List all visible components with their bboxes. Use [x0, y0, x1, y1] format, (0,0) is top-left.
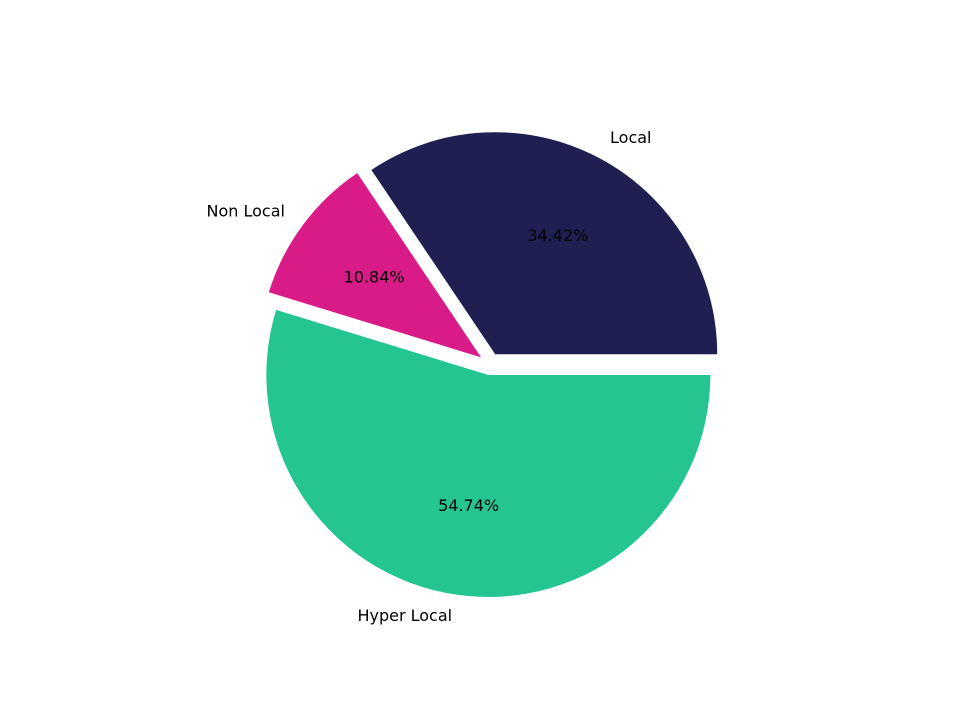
pie-slice — [268, 173, 482, 358]
value-label: 54.74% — [438, 496, 499, 515]
slice-label: Non Local — [207, 201, 285, 220]
slice-label: Hyper Local — [357, 606, 452, 625]
pie-slice — [266, 309, 711, 597]
pie-slice — [371, 132, 718, 355]
slice-label: Local — [610, 128, 651, 147]
value-label: 34.42% — [527, 226, 588, 245]
value-label: 10.84% — [344, 268, 405, 287]
